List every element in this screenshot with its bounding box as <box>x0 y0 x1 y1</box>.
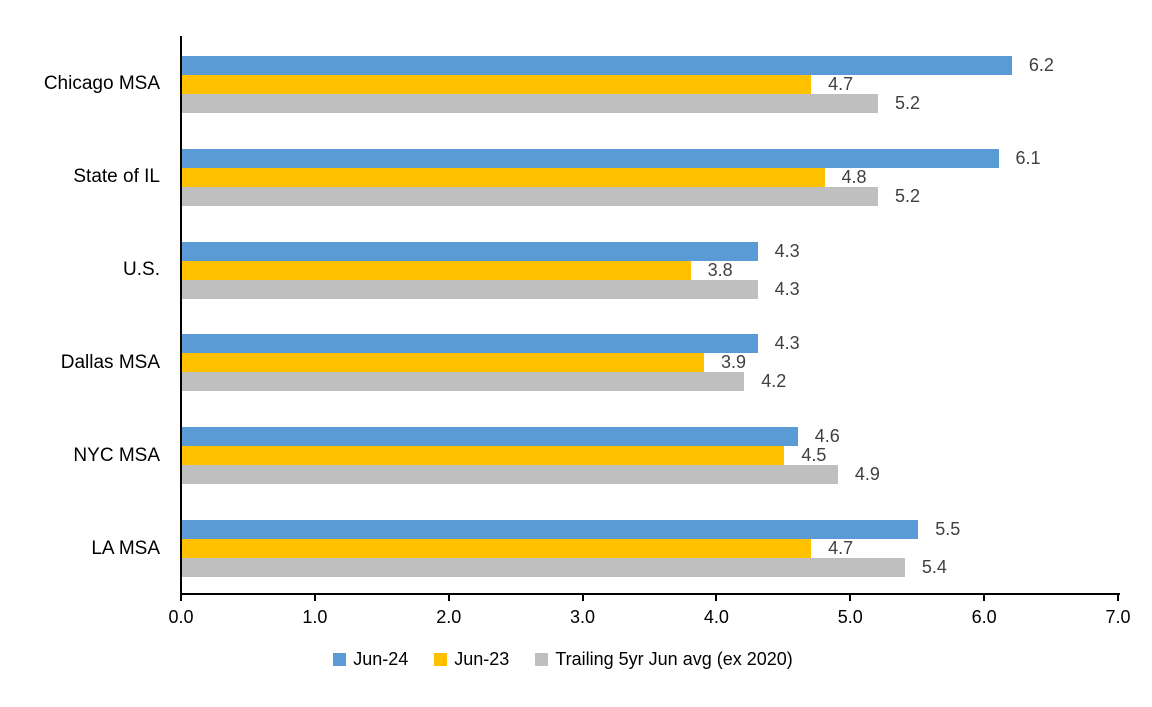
bar-value-label: 4.5 <box>801 445 827 466</box>
bar <box>182 55 1012 75</box>
bar <box>182 241 758 261</box>
bar <box>182 353 705 373</box>
legend-swatch <box>333 653 347 666</box>
bar <box>182 74 812 94</box>
x-axis-tick <box>1117 595 1119 601</box>
x-axis-tick-label: 5.0 <box>837 607 863 627</box>
plot-area: 6.2 4.7 5.2 6.1 4.8 5.2 4.3 3.8 4.3 4.3 3.9 4.2 4.6 4… <box>181 38 1118 595</box>
bar-value-label: 6.1 <box>1015 147 1041 168</box>
bar <box>182 93 879 113</box>
bar-value-label: 4.7 <box>828 538 854 559</box>
bar <box>182 372 745 392</box>
x-axis-tick-label: 1.0 <box>302 607 328 627</box>
category-label: State of IL <box>73 166 160 188</box>
bar <box>182 186 879 206</box>
x-axis-tick <box>983 595 986 601</box>
bar <box>182 260 691 280</box>
legend-swatch <box>535 653 549 666</box>
bar <box>182 539 812 559</box>
bar-value-label: 5.2 <box>895 92 921 113</box>
x-axis-tick <box>715 595 718 601</box>
bar <box>182 558 905 578</box>
legend: Jun-24 Jun-23 Trailing 5yr Jun avg (ex 202… <box>0 649 1126 670</box>
category-label: LA MSA <box>91 537 160 559</box>
bar-value-label: 4.3 <box>774 333 800 354</box>
x-axis-tick-label: 0.0 <box>168 607 194 627</box>
y-axis-line <box>180 36 182 595</box>
category-label: Dallas MSA <box>60 351 160 373</box>
bar-value-label: 3.9 <box>721 352 747 373</box>
bar-value-label: 4.7 <box>828 73 854 94</box>
bar-value-label: 4.6 <box>814 426 840 447</box>
bar <box>182 520 919 540</box>
y-axis-category-labels: Chicago MSA State of IL U.S. Dallas MSA NYC … <box>0 38 160 595</box>
bar <box>182 427 798 447</box>
legend-swatch <box>434 653 448 666</box>
x-axis-tick <box>447 595 450 601</box>
bar-value-label: 5.2 <box>895 185 921 206</box>
bar-value-label: 4.2 <box>761 371 787 392</box>
x-axis: 0.0 1.0 2.0 3.0 4.0 5.0 6.0 7.0 <box>168 595 1131 635</box>
bar-value-label: 6.2 <box>1028 54 1054 75</box>
bar-value-label: 4.9 <box>854 464 880 485</box>
x-axis-tick-label: 6.0 <box>971 607 997 627</box>
category-label: Chicago MSA <box>43 73 160 95</box>
bar <box>182 465 838 485</box>
legend-label: Jun-24 <box>353 649 409 669</box>
x-axis-tick-label: 4.0 <box>703 607 729 627</box>
x-axis-tick <box>849 595 852 601</box>
bar <box>182 279 758 299</box>
x-axis-tick <box>581 595 584 601</box>
legend-label: Trailing 5yr Jun avg (ex 2020) <box>555 649 793 669</box>
bar <box>182 334 758 354</box>
x-axis-tick <box>313 595 316 601</box>
x-axis-tick-label: 2.0 <box>436 607 462 627</box>
x-axis-tick-label: 7.0 <box>1105 607 1131 627</box>
category-label: U.S. <box>123 259 160 281</box>
legend-item: Jun-24 <box>333 649 408 670</box>
bar-value-label: 5.4 <box>921 557 947 578</box>
legend-item: Trailing 5yr Jun avg (ex 2020) <box>535 649 793 670</box>
bar-value-label: 5.5 <box>935 519 961 540</box>
legend-label: Jun-23 <box>454 649 510 669</box>
legend-item: Jun-23 <box>434 649 509 670</box>
x-axis-line <box>180 593 1120 595</box>
bar-value-label: 4.3 <box>774 278 800 299</box>
bar <box>182 446 785 466</box>
category-label: NYC MSA <box>73 444 160 466</box>
bar <box>182 167 825 187</box>
bar <box>182 148 999 168</box>
x-axis-tick-label: 3.0 <box>570 607 596 627</box>
bar-value-label: 3.8 <box>707 259 733 280</box>
bar-value-label: 4.8 <box>841 166 867 187</box>
bar-value-label: 4.3 <box>774 240 800 261</box>
x-axis-tick <box>180 595 182 601</box>
